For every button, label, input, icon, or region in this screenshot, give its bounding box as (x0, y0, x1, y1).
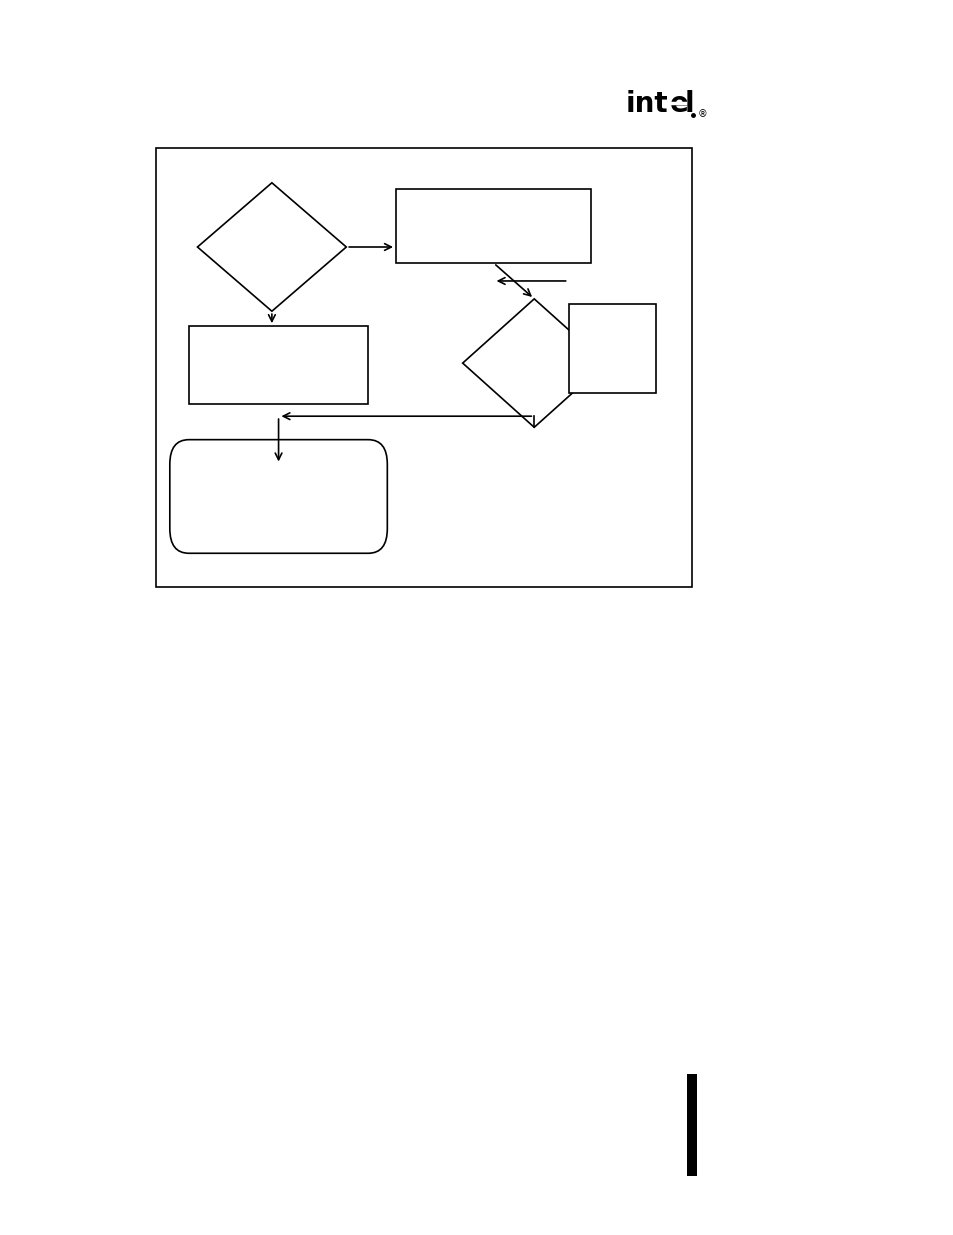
Polygon shape (462, 299, 605, 427)
Bar (568, 304, 656, 393)
Bar (189, 326, 368, 404)
FancyBboxPatch shape (170, 440, 387, 553)
Text: int: int (624, 90, 667, 117)
Bar (395, 189, 591, 263)
Bar (686, 1074, 697, 1176)
Polygon shape (197, 183, 346, 311)
Text: e: e (669, 90, 688, 117)
Bar (155, 148, 691, 587)
Text: ®: ® (697, 109, 706, 119)
Text: l: l (684, 90, 694, 117)
